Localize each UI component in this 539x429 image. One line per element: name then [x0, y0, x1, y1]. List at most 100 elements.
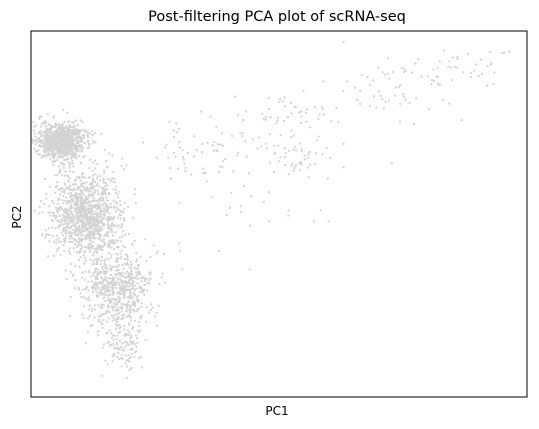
data-point — [294, 164, 297, 167]
data-point — [110, 226, 113, 229]
data-point — [84, 130, 87, 133]
data-point — [57, 199, 60, 202]
data-point — [101, 204, 104, 207]
data-point — [74, 127, 77, 130]
data-point — [71, 221, 74, 225]
data-point — [112, 276, 116, 280]
data-point — [237, 114, 240, 117]
data-point — [75, 144, 78, 147]
data-point — [85, 212, 88, 215]
data-point — [107, 284, 110, 287]
data-point — [80, 195, 83, 198]
data-point — [81, 134, 84, 137]
data-point — [264, 142, 267, 145]
data-point — [134, 277, 137, 280]
data-point — [70, 224, 73, 227]
data-point — [122, 302, 125, 306]
data-point — [78, 265, 81, 268]
data-point — [269, 116, 272, 119]
data-point — [447, 65, 450, 68]
data-point — [106, 332, 109, 335]
data-point — [96, 263, 99, 266]
data-point — [104, 272, 107, 275]
data-point — [102, 207, 105, 210]
data-point — [282, 119, 285, 123]
data-point — [200, 110, 203, 113]
data-point — [145, 260, 148, 263]
data-point — [460, 119, 463, 122]
data-point — [111, 218, 115, 221]
data-point — [104, 242, 107, 245]
data-point — [308, 150, 312, 154]
data-point — [78, 185, 81, 188]
data-point — [111, 334, 115, 337]
data-point — [131, 325, 134, 329]
data-point — [93, 308, 96, 311]
data-point — [69, 184, 72, 187]
data-point — [202, 167, 205, 170]
data-point — [136, 337, 139, 340]
data-point — [95, 257, 98, 260]
data-point — [300, 163, 303, 166]
data-point — [99, 246, 102, 249]
data-point — [93, 316, 96, 319]
data-point — [109, 273, 112, 276]
data-point — [41, 155, 45, 158]
data-point — [41, 139, 44, 142]
data-point — [70, 152, 73, 155]
data-point — [109, 202, 112, 205]
data-point — [75, 246, 78, 249]
data-point — [135, 350, 138, 353]
data-point — [47, 255, 50, 258]
data-point — [82, 205, 85, 208]
data-point — [394, 86, 397, 89]
data-point — [70, 149, 73, 152]
data-point — [102, 218, 105, 221]
data-point — [121, 314, 124, 317]
data-point — [72, 219, 75, 223]
data-point — [39, 200, 43, 203]
data-point — [80, 238, 83, 241]
data-point — [118, 348, 121, 351]
data-point — [56, 248, 59, 251]
data-point — [114, 252, 117, 255]
data-point — [120, 225, 124, 228]
data-point — [38, 205, 41, 208]
data-point — [48, 132, 51, 135]
data-point — [120, 164, 123, 168]
data-point — [49, 134, 52, 138]
data-point — [86, 232, 89, 235]
data-point — [66, 134, 69, 137]
data-point — [98, 272, 102, 275]
data-point — [82, 203, 85, 206]
data-point — [53, 135, 57, 139]
data-point — [275, 122, 278, 125]
data-point — [128, 311, 131, 314]
data-point — [136, 341, 139, 344]
data-point — [108, 277, 111, 280]
data-point — [359, 102, 362, 105]
data-point — [98, 198, 101, 201]
data-point — [80, 203, 83, 206]
data-point — [87, 209, 91, 212]
data-point — [62, 122, 65, 125]
data-point — [114, 231, 117, 234]
data-point — [72, 171, 75, 174]
data-point — [120, 240, 123, 243]
data-point — [114, 189, 118, 192]
data-point — [279, 98, 282, 101]
data-point — [73, 183, 76, 186]
data-point — [40, 145, 43, 148]
data-point — [320, 105, 323, 108]
data-point — [117, 300, 120, 304]
data-point — [43, 145, 46, 148]
data-point — [108, 311, 111, 314]
data-point — [86, 229, 89, 232]
data-point — [89, 324, 92, 327]
data-point — [133, 309, 136, 312]
data-point — [243, 184, 246, 187]
data-point — [96, 177, 99, 180]
data-point — [112, 247, 115, 250]
data-point — [86, 331, 89, 334]
data-point — [95, 200, 98, 203]
